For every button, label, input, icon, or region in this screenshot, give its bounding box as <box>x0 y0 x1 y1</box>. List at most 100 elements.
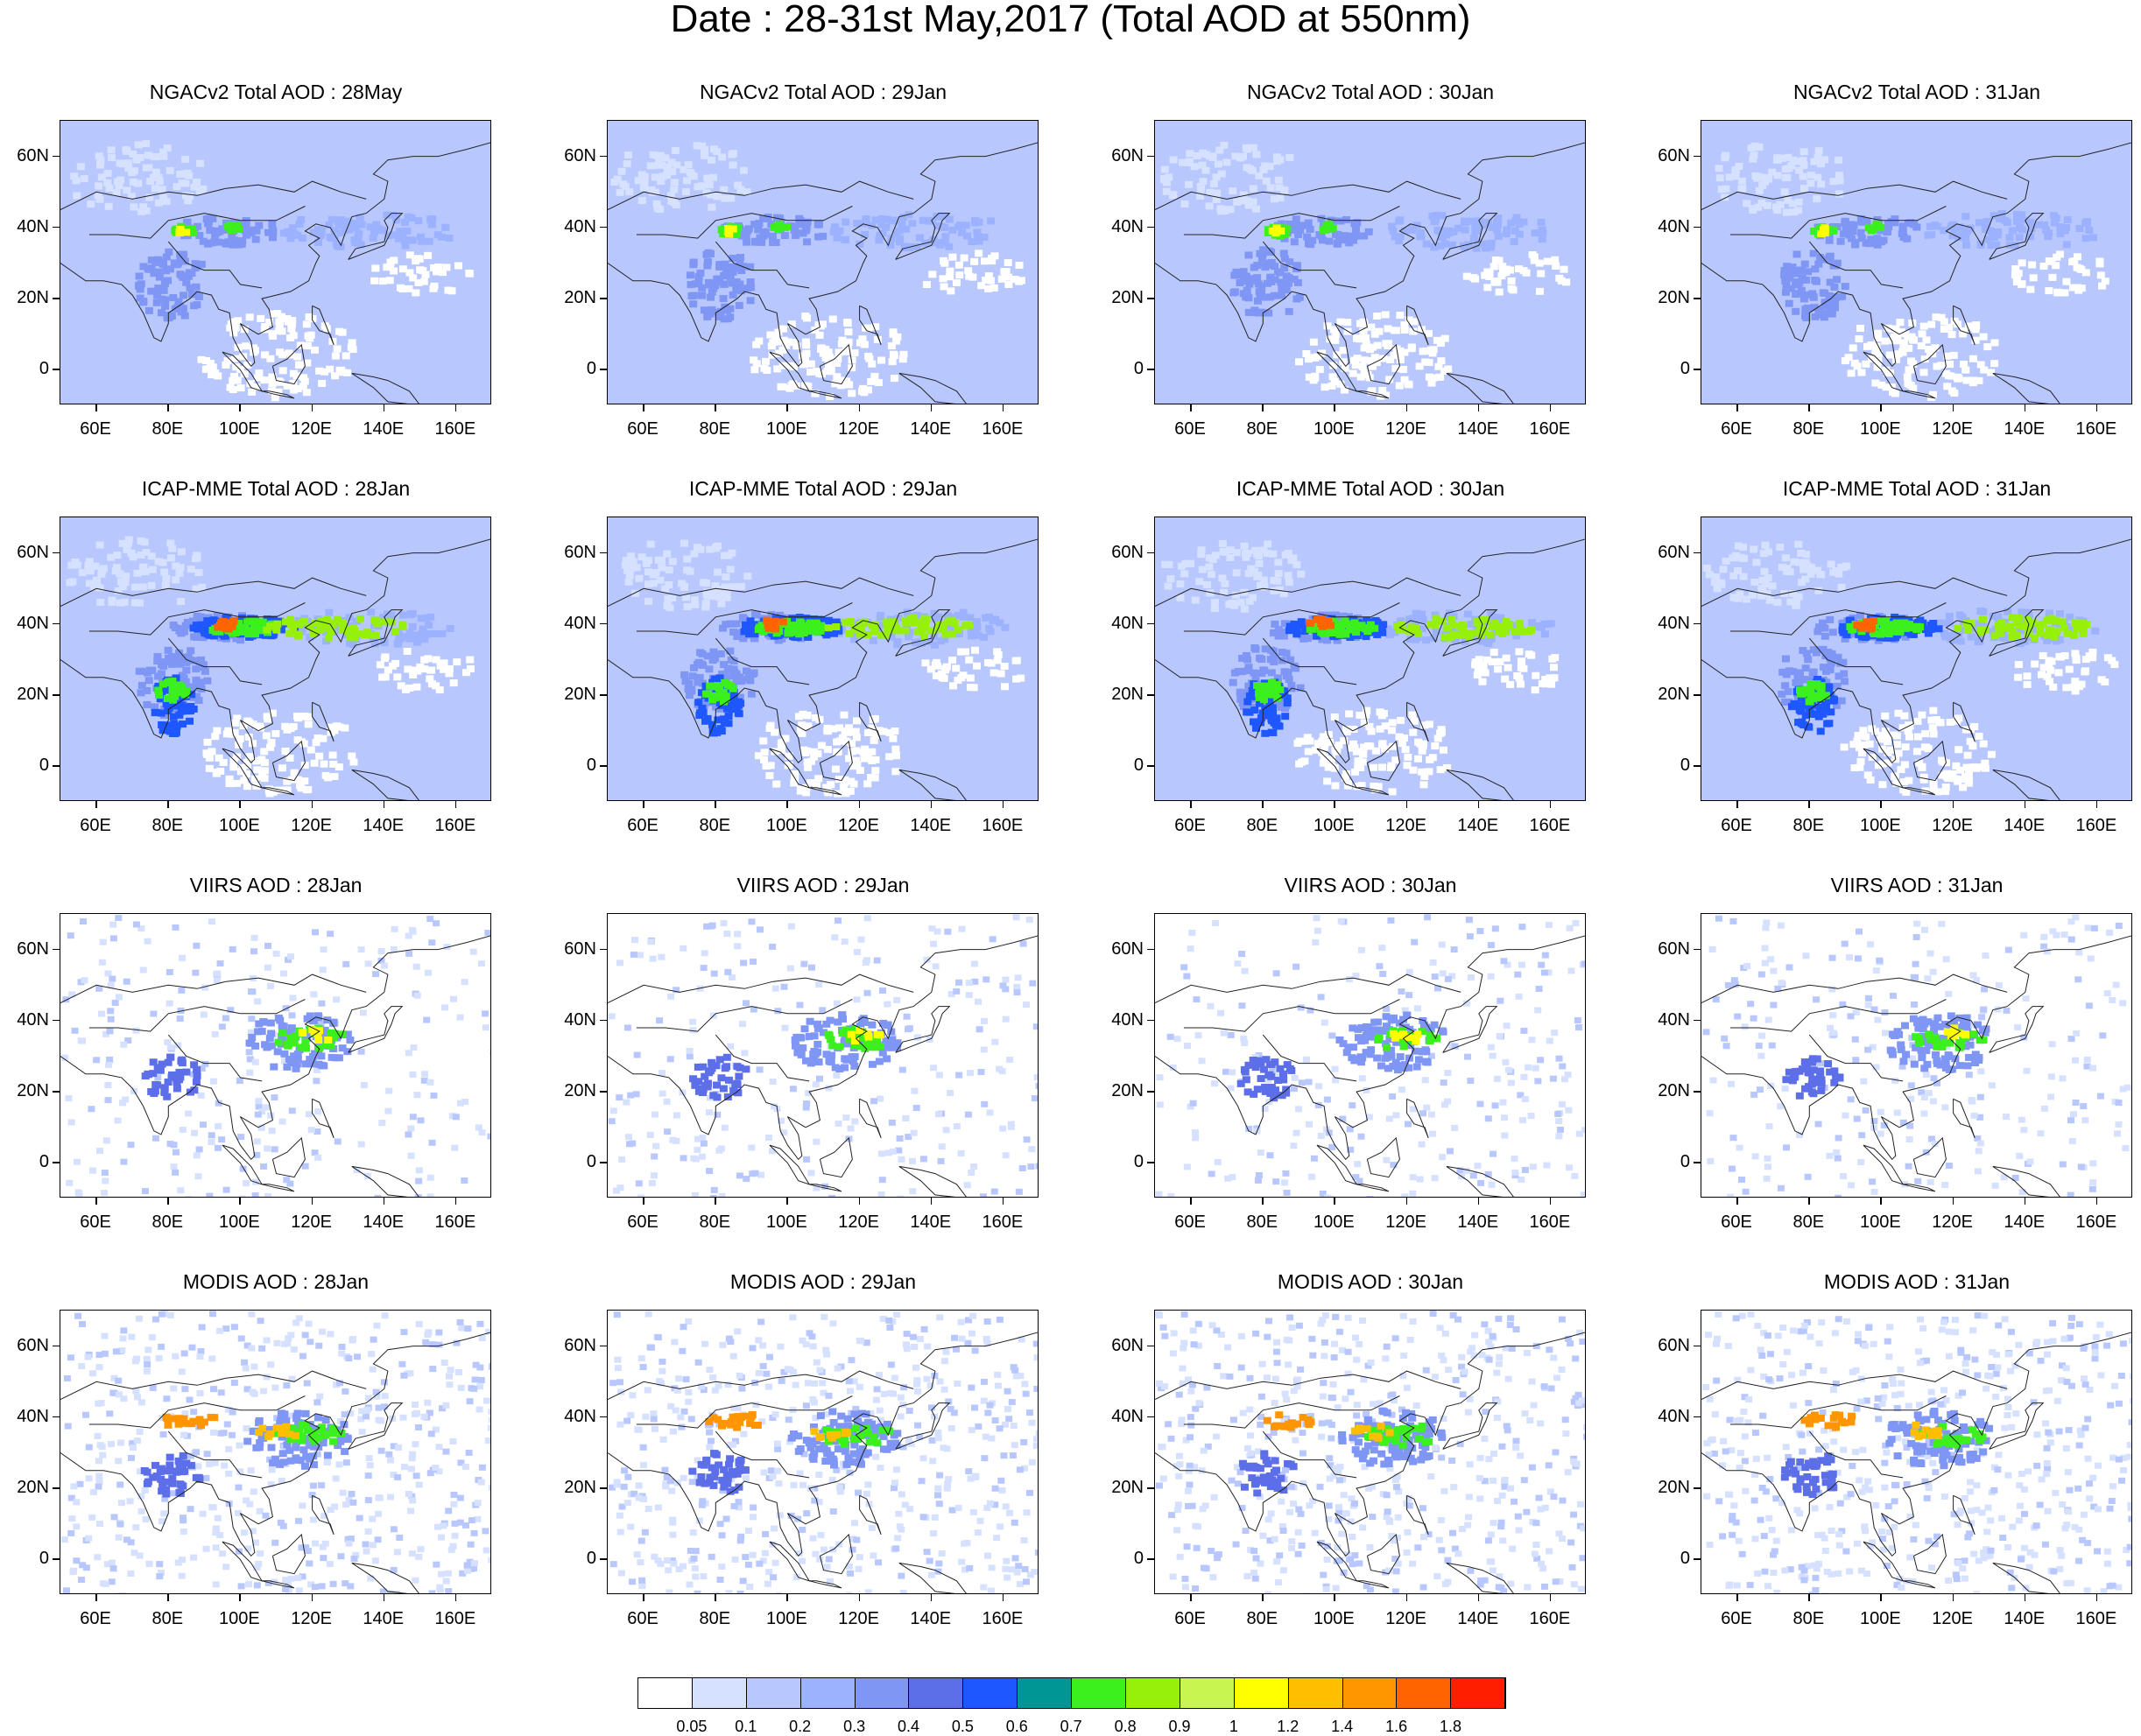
panel-title: ICAP-MME Total AOD : 30Jan <box>1151 477 1589 500</box>
lat-tick <box>53 298 60 299</box>
aod-cell <box>2053 214 2060 221</box>
aod-cell <box>1365 625 1373 632</box>
aod-cell <box>748 622 756 629</box>
aod-cell <box>269 228 277 235</box>
aod-cell <box>1790 559 1798 566</box>
aod-cell <box>722 271 729 278</box>
aod-cell <box>762 228 770 235</box>
aod-cell <box>1397 717 1405 724</box>
aod-cell <box>947 287 954 294</box>
aod-cell <box>250 622 258 629</box>
lon-tick <box>1190 404 1192 411</box>
aod-cell <box>1804 268 1812 275</box>
aod-cell <box>813 629 821 636</box>
aod-cell <box>173 722 181 729</box>
aod-cell <box>1829 569 1837 576</box>
aod-cell <box>149 566 157 573</box>
aod-cell <box>145 307 153 314</box>
aod-cell <box>655 162 663 169</box>
aod-cell <box>1532 672 1539 679</box>
aod-cell <box>1378 712 1386 719</box>
aod-cell <box>1437 766 1445 773</box>
aod-cell <box>193 179 201 186</box>
aod-cell <box>1382 311 1390 318</box>
aod-cell <box>1269 709 1277 716</box>
aod-cell <box>1418 769 1426 776</box>
aod-cell <box>1891 390 1899 397</box>
aod-cell <box>1814 154 1822 161</box>
aod-cell <box>1881 338 1889 345</box>
panel-title: ICAP-MME Total AOD : 31Jan <box>1698 477 2136 500</box>
aod-cell <box>775 225 783 232</box>
aod-cell <box>293 353 301 360</box>
aod-cell <box>1740 573 1748 580</box>
aod-cell <box>1878 781 1886 788</box>
aod-cell <box>1292 630 1300 637</box>
aod-cell <box>151 185 159 192</box>
aod-cell <box>1285 258 1293 265</box>
aod-cell <box>133 570 141 577</box>
aod-cell <box>720 691 728 698</box>
aod-cell <box>1245 664 1253 671</box>
aod-cell <box>1503 655 1511 662</box>
aod-cell <box>1444 624 1452 631</box>
aod-cell <box>1815 147 1823 154</box>
aod-cell <box>1835 190 1843 197</box>
aod-cell <box>760 365 768 372</box>
aod-cell <box>96 162 104 169</box>
aod-cell <box>1839 623 1847 630</box>
aod-cell <box>842 219 849 226</box>
panel-title: NGACv2 Total AOD : 31Jan <box>1698 81 2136 103</box>
aod-cell <box>2006 234 2014 241</box>
aod-cell <box>159 681 167 688</box>
aod-cell <box>703 313 711 320</box>
aod-cell <box>243 783 251 790</box>
aod-cell <box>242 342 250 349</box>
aod-cell <box>1250 706 1258 713</box>
aod-cell <box>1241 606 1249 613</box>
lat-tick <box>53 765 60 767</box>
aod-cell <box>1783 671 1791 678</box>
lon-tick <box>167 801 169 808</box>
aod-cell <box>1425 359 1433 366</box>
lon-tick-label: 160E <box>972 420 1033 438</box>
aod-cell <box>1929 707 1937 714</box>
lon-tick <box>859 404 861 411</box>
aod-cell <box>1532 686 1539 693</box>
aod-cell <box>177 226 185 233</box>
aod-cell <box>1902 743 1910 750</box>
aod-cell <box>689 300 697 307</box>
aod-cell <box>2015 661 2023 668</box>
aod-cell <box>1310 339 1318 346</box>
aod-cell <box>2075 683 2083 690</box>
aod-map <box>60 517 491 801</box>
aod-cell <box>729 162 737 169</box>
aod-cell <box>1294 231 1302 238</box>
aod-cell <box>1768 582 1776 589</box>
aod-cell <box>1422 636 1430 643</box>
aod-cell <box>886 729 894 736</box>
aod-cell <box>161 658 169 665</box>
aod-cell <box>802 227 810 234</box>
aod-cell <box>194 613 201 620</box>
aod-cell <box>399 612 407 619</box>
lat-tick <box>600 298 607 299</box>
aod-cell <box>923 281 931 288</box>
aod-cell <box>757 239 765 246</box>
aod-cell <box>1977 242 1985 249</box>
lon-tick <box>1262 404 1264 411</box>
aod-map <box>607 120 1039 404</box>
aod-cell <box>1243 287 1251 294</box>
aod-cell <box>1516 231 1524 238</box>
aod-cell <box>1212 173 1220 180</box>
aod-cell <box>297 784 305 791</box>
aod-cell <box>1389 788 1397 795</box>
lon-tick-label: 100E <box>1303 420 1364 438</box>
aod-cell <box>1801 261 1809 268</box>
lat-tick <box>1147 694 1154 696</box>
aod-cell <box>399 265 407 272</box>
aod-cell <box>1228 601 1236 608</box>
aod-cell <box>1211 599 1219 606</box>
aod-cell <box>1975 638 1983 645</box>
aod-cell <box>1427 380 1435 387</box>
